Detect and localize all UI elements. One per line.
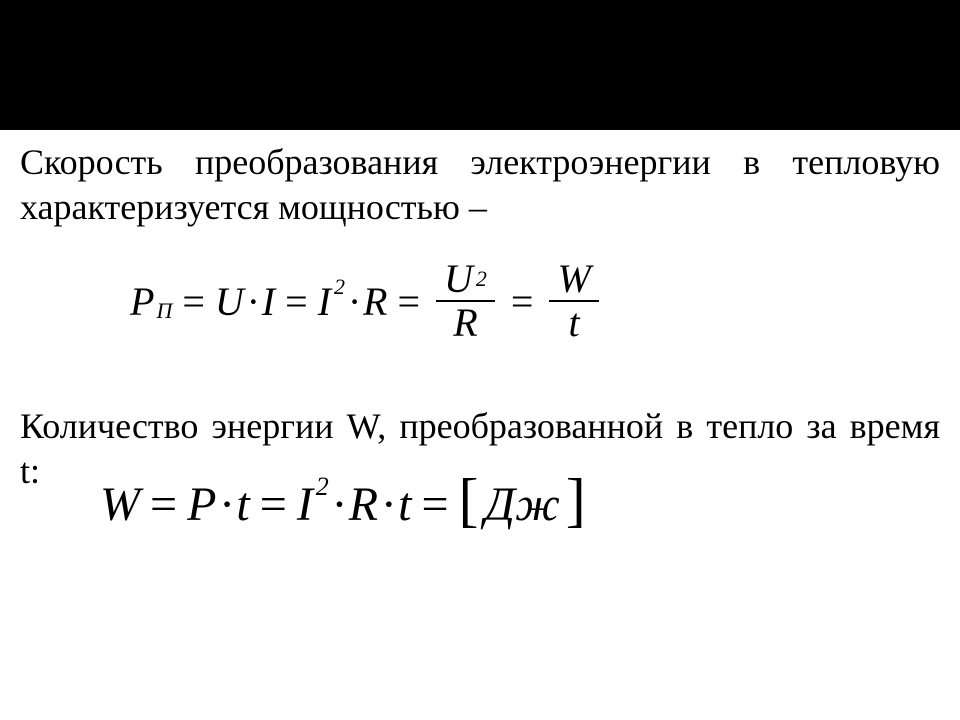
sym-t: t [236,477,249,532]
sym-dot: · [382,477,394,532]
sym-dot: · [349,278,359,325]
unit-joule: Дж [485,477,560,532]
sym-I: I [262,278,275,325]
sym-W: W [100,477,140,532]
sym-equals: = [150,477,177,532]
fraction-W-over-t: W t [549,258,598,344]
sym-equals: = [260,477,287,532]
left-bracket: [ [459,466,479,535]
sym-R: R [363,278,387,325]
sym-dot: · [333,477,345,532]
sym-equals: = [285,278,308,325]
sym-equals: = [397,278,420,325]
sym-dot: · [248,278,258,325]
equation-energy: W = P · t = I2 · R · t = [ Дж ] [100,470,940,539]
right-bracket: ] [566,466,586,535]
sym-equals: = [421,477,448,532]
sym-U: U [215,278,244,325]
top-black-bar [0,0,960,130]
sym-dot: · [220,477,232,532]
sym-P: P [187,477,216,532]
sym-P: PП [130,278,172,325]
sym-I-squared: I2 [297,477,329,532]
sym-R: R [349,477,378,532]
sym-I-squared: I2 [318,278,345,325]
fraction-U2-over-R: U2 R [436,258,495,344]
sym-t: t [398,477,411,532]
sym-equals: = [182,278,205,325]
sym-equals: = [511,278,534,325]
content-area: Скорость преобразования электроэнергии в… [0,130,960,539]
paragraph-power-intro: Скорость преобразования электроэнергии в… [20,140,940,230]
equation-power: PП = U · I = I2 · R = U2 R = W t [130,258,940,344]
